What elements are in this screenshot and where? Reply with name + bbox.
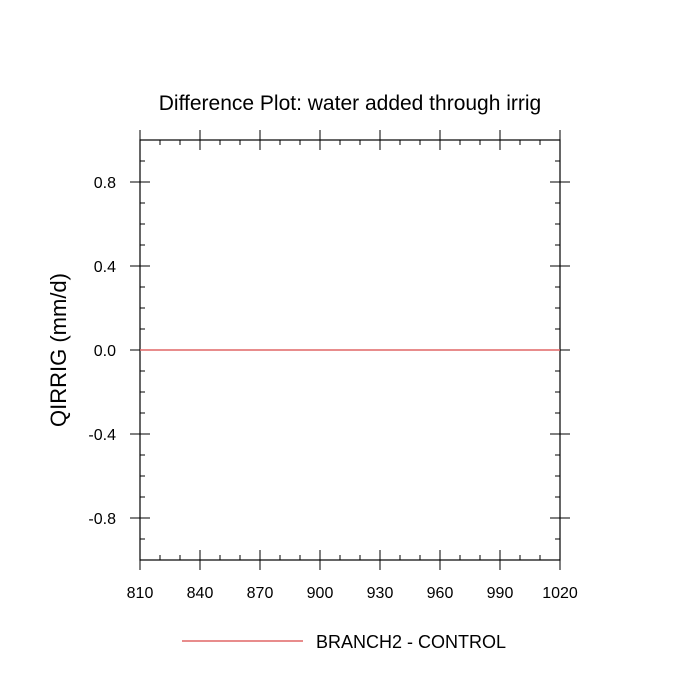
- y-tick-label: 0.0: [94, 343, 116, 360]
- x-tick-label: 1020: [542, 585, 578, 602]
- x-tick-label: 960: [427, 585, 454, 602]
- x-tick-label: 840: [187, 585, 214, 602]
- x-tick-label: 810: [127, 585, 154, 602]
- x-tick-label: 990: [487, 585, 514, 602]
- x-tick-label: 870: [247, 585, 274, 602]
- y-tick-label: -0.8: [88, 511, 116, 528]
- x-tick-label: 900: [307, 585, 334, 602]
- y-tick-label: -0.4: [88, 427, 116, 444]
- legend: BRANCH2 - CONTROL: [182, 632, 506, 652]
- y-axis-label: QIRRIG (mm/d): [46, 273, 71, 427]
- x-axis: 810 840 870 900 930 960 990 1020: [127, 130, 578, 602]
- x-tick-label: 930: [367, 585, 394, 602]
- legend-label-branch2-control: BRANCH2 - CONTROL: [316, 632, 506, 652]
- chart-title: Difference Plot: water added through irr…: [159, 92, 542, 115]
- y-tick-label: 0.4: [94, 259, 116, 276]
- y-tick-label: 0.8: [94, 175, 116, 192]
